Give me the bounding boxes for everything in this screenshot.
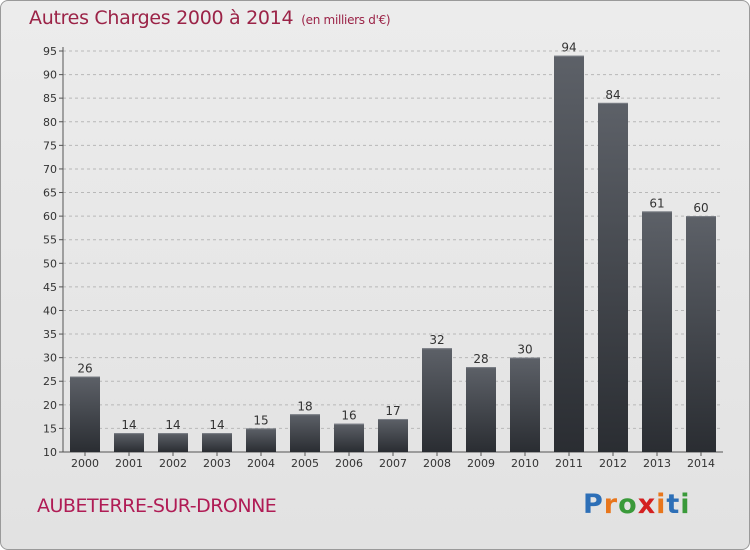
bar xyxy=(378,418,408,452)
logo-letter: o xyxy=(618,489,638,520)
bar xyxy=(554,55,584,452)
chart-subtitle: (en milliers d'€) xyxy=(301,13,391,27)
bar xyxy=(246,428,276,452)
bar-value-label: 61 xyxy=(649,196,664,210)
bar xyxy=(158,433,188,452)
bar-value-label: 30 xyxy=(517,343,532,357)
x-tick-label: 2000 xyxy=(71,457,99,470)
y-tick-label: 65 xyxy=(43,187,57,200)
y-tick-label: 20 xyxy=(43,399,57,412)
y-tick-label: 30 xyxy=(43,352,57,365)
bar-value-label: 94 xyxy=(561,41,576,55)
bar xyxy=(466,367,496,452)
logo-letter: t xyxy=(666,489,681,520)
y-tick-label: 40 xyxy=(43,304,57,317)
x-tick-label: 2002 xyxy=(159,457,187,470)
chart-title: Autres Charges 2000 à 2014 (en milliers d… xyxy=(29,7,391,29)
y-tick-label: 75 xyxy=(43,139,57,152)
x-tick-label: 2004 xyxy=(247,457,275,470)
bar xyxy=(642,211,672,452)
bar xyxy=(70,376,100,452)
y-tick-label: 95 xyxy=(43,45,57,58)
y-tick-label: 60 xyxy=(43,210,57,223)
y-tick-label: 70 xyxy=(43,163,57,176)
y-tick-label: 80 xyxy=(43,116,57,129)
commune-name: AUBETERRE-SUR-DRONNE xyxy=(37,495,277,517)
x-tick-label: 2014 xyxy=(687,457,715,470)
y-tick-labels: 10 15 20 25 30 35 40 45 50 55 60 65 70 75 80 85 90 95 xyxy=(43,45,57,459)
bar-value-label: 84 xyxy=(605,88,620,102)
bar-value-label: 18 xyxy=(297,399,312,413)
x-tick-label: 2008 xyxy=(423,457,451,470)
y-tick-label: 55 xyxy=(43,234,57,247)
x-tick-label: 2012 xyxy=(599,457,627,470)
bar-value-label: 32 xyxy=(429,333,444,347)
logo-letter: x xyxy=(637,489,657,520)
logo-letter: r xyxy=(603,489,619,520)
x-tick-label: 2003 xyxy=(203,457,231,470)
y-tick-label: 50 xyxy=(43,257,57,270)
y-tick-label: 10 xyxy=(43,446,57,459)
bars xyxy=(70,55,716,453)
x-tick-label: 2010 xyxy=(511,457,539,470)
x-tick-label: 2007 xyxy=(379,457,407,470)
logo-letter: i xyxy=(656,489,667,520)
y-tick-label: 35 xyxy=(43,328,57,341)
bar-value-label: 14 xyxy=(121,418,136,432)
x-tick-label: 2009 xyxy=(467,457,495,470)
bar-value-label: 17 xyxy=(385,404,400,418)
bar xyxy=(510,357,540,452)
bar xyxy=(334,423,364,452)
chart-title-text: Autres Charges 2000 à 2014 xyxy=(29,7,294,29)
logo-letter: P xyxy=(583,489,604,520)
bar-value-label: 26 xyxy=(77,362,92,376)
y-tick-label: 90 xyxy=(43,69,57,82)
x-tick-label: 2005 xyxy=(291,457,319,470)
x-tick-label: 2001 xyxy=(115,457,143,470)
logo-letter: i xyxy=(680,489,691,520)
bar-value-label: 60 xyxy=(693,201,708,215)
bar-value-label: 16 xyxy=(341,409,356,423)
x-tick-labels: 2000 2001 2002 2003 2004 2005 2006 2007 2008 2009… xyxy=(71,457,715,470)
x-tick-label: 2011 xyxy=(555,457,583,470)
bar-value-label: 14 xyxy=(209,418,224,432)
bar xyxy=(422,348,452,452)
value-labels: 26 14 14 14 15 18 16 17 32 28 30 94 84 61 60 xyxy=(77,41,708,432)
bar-value-label: 15 xyxy=(253,413,268,427)
y-tick-label: 25 xyxy=(43,375,57,388)
bar-value-label: 14 xyxy=(165,418,180,432)
bar-value-label: 28 xyxy=(473,352,488,366)
y-tick-label: 85 xyxy=(43,92,57,105)
proxiti-logo: Proxiti xyxy=(583,489,691,520)
x-tick-label: 2013 xyxy=(643,457,671,470)
bar xyxy=(686,216,716,452)
bar xyxy=(114,433,144,452)
bar xyxy=(598,102,628,453)
bar xyxy=(202,433,232,452)
bar xyxy=(290,414,320,452)
y-tick-label: 15 xyxy=(43,422,57,435)
y-tick-label: 45 xyxy=(43,281,57,294)
x-tick-label: 2006 xyxy=(335,457,363,470)
